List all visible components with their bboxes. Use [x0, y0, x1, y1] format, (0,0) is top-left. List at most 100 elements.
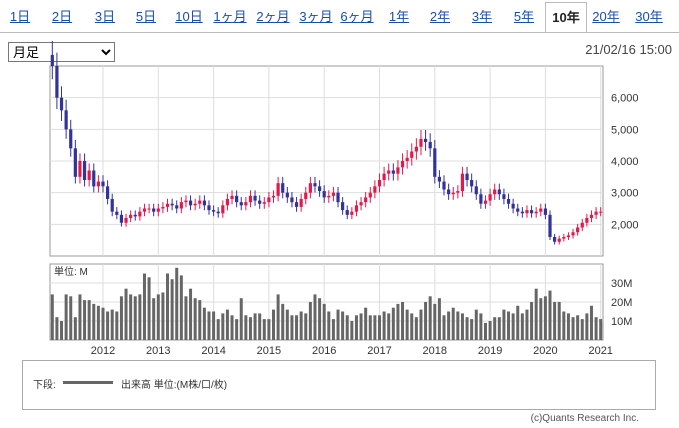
volume-bar: [350, 321, 354, 340]
candle-body: [165, 203, 170, 207]
x-tick-label: 2018: [423, 345, 447, 357]
tab-6[interactable]: 1ヶ月: [213, 9, 247, 24]
candle-body: [451, 192, 455, 195]
candle-body: [447, 189, 451, 195]
candle-body: [267, 197, 271, 203]
candle-body: [539, 208, 543, 212]
tab-7[interactable]: 2ヶ月: [256, 9, 290, 24]
tab-8[interactable]: 3ヶ月: [299, 9, 333, 24]
tab-13[interactable]: 5年: [513, 9, 535, 24]
x-tick-label: 2014: [201, 345, 225, 357]
candle-body: [55, 66, 59, 98]
volume-bar: [272, 309, 276, 340]
volume-bar: [543, 296, 547, 340]
candle-body: [460, 173, 465, 192]
candle-body: [442, 181, 446, 190]
volume-bar: [589, 305, 593, 340]
tab-2[interactable]: 2日: [51, 9, 73, 24]
candle-body: [207, 205, 211, 211]
volume-bar: [414, 317, 418, 340]
candle-body: [391, 170, 395, 174]
candle-body: [308, 183, 312, 193]
volume-bar: [138, 294, 142, 340]
volume-bar: [212, 311, 216, 340]
tab-15[interactable]: 20年: [592, 9, 620, 24]
candle-body: [497, 189, 501, 195]
tab-16[interactable]: 30年: [635, 9, 663, 24]
volume-bar: [502, 309, 506, 340]
candle-body: [64, 110, 68, 130]
volume-bar: [156, 294, 160, 340]
volume-bar: [497, 317, 501, 340]
candle-body: [543, 208, 547, 215]
candle-body: [262, 202, 266, 204]
tab-14[interactable]: 10年: [545, 2, 587, 33]
volume-bar: [119, 296, 123, 340]
volume-bar: [553, 302, 557, 340]
candle-body: [382, 173, 386, 180]
volume-bar: [557, 302, 561, 340]
volume-bar: [198, 300, 202, 340]
candle-body: [101, 181, 105, 187]
volume-bar: [599, 319, 603, 340]
volume-bar: [308, 302, 312, 340]
volume-bar: [166, 273, 170, 340]
tab-5[interactable]: 10日: [175, 9, 203, 24]
volume-bar: [101, 307, 105, 340]
candle-body: [106, 186, 110, 199]
candle-body: [493, 189, 497, 195]
tab-11[interactable]: 2年: [429, 9, 451, 24]
candle-body: [211, 210, 216, 212]
volume-bar: [161, 292, 165, 340]
volume-bar: [179, 275, 183, 340]
tab-3[interactable]: 3日: [94, 9, 116, 24]
volume-bar: [474, 309, 478, 340]
tab-9[interactable]: 6ヶ月: [340, 9, 374, 24]
volume-bar: [576, 315, 580, 340]
volume-bar: [566, 313, 570, 340]
tab-12[interactable]: 3年: [471, 9, 493, 24]
candle-body: [594, 211, 598, 215]
volume-bar: [493, 317, 497, 340]
candle-body: [336, 192, 340, 203]
volume-bar: [267, 319, 271, 340]
candle-body: [331, 192, 336, 196]
volume-bar: [299, 311, 303, 340]
x-tick-label: 2019: [478, 345, 502, 357]
candle-body: [253, 195, 257, 201]
volume-bar: [152, 298, 156, 340]
volume-bar: [184, 296, 188, 340]
candle-body: [147, 208, 151, 210]
volume-bar: [433, 303, 437, 340]
volume-bar: [580, 319, 584, 340]
candle-body: [119, 214, 124, 223]
volume-tick-label: 30M: [611, 278, 632, 290]
x-tick-label: 2016: [312, 345, 336, 357]
tab-10[interactable]: 1年: [388, 9, 410, 24]
volume-bar: [530, 302, 534, 340]
volume-bar: [230, 315, 234, 340]
candle-body: [50, 54, 54, 66]
volume-bar: [548, 290, 552, 340]
candle-body: [133, 214, 137, 217]
volume-bar: [460, 313, 464, 340]
candle-body: [479, 194, 483, 204]
volume-bar: [336, 309, 340, 340]
tab-4[interactable]: 5日: [135, 9, 157, 24]
tab-1[interactable]: 1日: [9, 9, 31, 24]
candle-body: [571, 232, 575, 236]
volume-bar: [248, 317, 252, 340]
candle-body: [488, 194, 492, 201]
legend-series: 出来高 単位:(M株/口/枚): [121, 380, 228, 391]
candle-body: [516, 208, 520, 212]
period-select[interactable]: 月足: [8, 42, 115, 62]
candle-body: [410, 151, 414, 158]
candle-body: [474, 186, 478, 195]
volume-bar: [525, 309, 529, 340]
candle-body: [359, 202, 363, 206]
volume-bar: [73, 317, 77, 340]
candle-body: [124, 218, 128, 223]
volume-bar: [96, 305, 100, 340]
candle-body: [520, 211, 524, 214]
candle-body: [152, 208, 156, 212]
